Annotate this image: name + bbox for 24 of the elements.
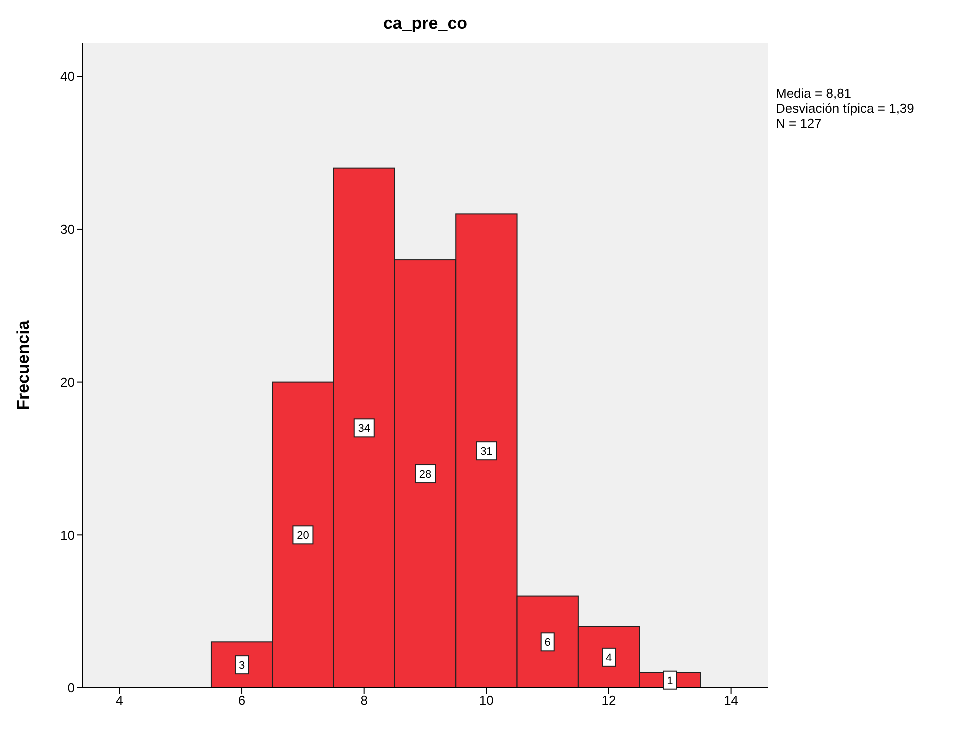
- y-axis-title: Frecuencia: [14, 320, 34, 410]
- y-tick-label: 30: [60, 222, 75, 238]
- text: N = 127: [776, 116, 823, 131]
- data-label: 3: [238, 660, 246, 672]
- x-tick-label: 6: [238, 693, 246, 708]
- x-tick-label: 8: [360, 693, 368, 708]
- data-label: 6: [544, 637, 551, 650]
- data-label: 4: [606, 652, 612, 664]
- x-tick-label: 4: [116, 693, 124, 708]
- text: Media = 8,81: [776, 86, 853, 101]
- x-tick-label: 10: [479, 693, 494, 708]
- data-label: 28: [419, 469, 432, 482]
- data-label: 20: [297, 530, 310, 542]
- data-label: 34: [358, 423, 370, 436]
- y-tick-label: 10: [60, 528, 75, 543]
- data-label: 1: [667, 675, 674, 688]
- text: Desviación típica = 1,39: [776, 101, 914, 116]
- x-tick-label: 14: [724, 693, 739, 708]
- y-tick-label: 40: [60, 69, 75, 84]
- y-tick-label: 0: [68, 680, 75, 696]
- x-tick-label: 12: [602, 693, 616, 708]
- chart-title: ca_pre_co: [382, 14, 469, 34]
- data-label: 31: [480, 446, 493, 458]
- y-tick-label: 20: [60, 374, 75, 390]
